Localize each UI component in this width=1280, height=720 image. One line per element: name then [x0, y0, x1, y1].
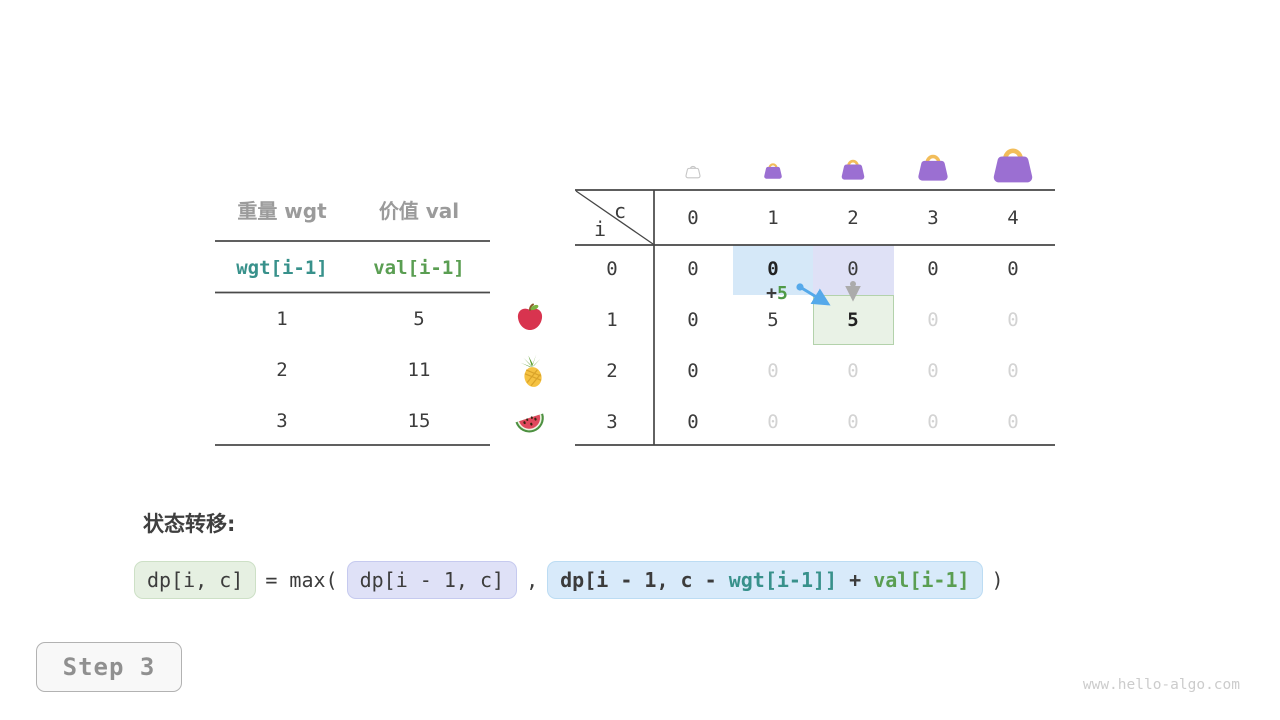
state-transition-label: 状态转移: [143, 512, 236, 536]
formula-eq-max: = max( [265, 568, 338, 592]
formula-arg2-val: val[i-1] [873, 568, 970, 592]
dp-cell: 0 [847, 411, 859, 433]
item-value: 15 [407, 410, 431, 432]
corner-col-var: c [613, 199, 627, 223]
corner-row-var: i [593, 217, 607, 241]
dp-cell: 0 [1007, 360, 1019, 382]
dp-cell: 0 [927, 360, 939, 382]
formula-close-paren: ) [991, 568, 1004, 592]
annotation-plus: + [766, 283, 777, 304]
bag-xlarge-icon [994, 151, 1032, 183]
dp-row-header: 2 [606, 360, 618, 382]
formula-arg2-dp: dp[i - 1, c - [560, 568, 729, 592]
item-value: 11 [407, 359, 431, 381]
item-weight: 3 [276, 410, 288, 432]
watermelon-icon [515, 413, 544, 433]
dp-cell: 0 [1007, 258, 1019, 280]
dp-cell: 0 [927, 258, 939, 280]
dp-cell-target: 5 [847, 309, 859, 331]
bag-medium-icon [840, 159, 866, 182]
bag-small-icon [763, 163, 783, 180]
dp-row-header: 0 [606, 258, 618, 280]
dp-cell: 0 [767, 411, 779, 433]
pineapple-icon [520, 354, 542, 387]
apple-icon [517, 303, 543, 330]
item-table-var-wgt: wgt[i-1] [236, 257, 328, 279]
dp-row-header: 3 [606, 411, 618, 433]
item-value: 5 [413, 308, 425, 330]
dp-cell: 0 [1007, 309, 1019, 331]
state-transition-formula: dp[i, c] = max( dp[i - 1, c] , dp[i - 1,… [134, 560, 1004, 600]
step-badge: Step 3 [36, 642, 182, 692]
dp-cell-source-left: 0 [767, 258, 779, 280]
dp-cell: 0 [687, 258, 699, 280]
dp-cell: 0 [847, 360, 859, 382]
item-table-var-val: val[i-1] [373, 257, 465, 279]
formula-arg1-box: dp[i - 1, c] [346, 561, 518, 599]
bag-empty-icon [685, 165, 701, 179]
formula-lhs-box: dp[i, c] [134, 561, 257, 599]
dp-cell: 5 [767, 309, 779, 331]
formula-arg2-plus: + [837, 568, 874, 592]
dp-row-header: 1 [606, 309, 618, 331]
dp-cell: 0 [927, 309, 939, 331]
dp-col-header: 4 [1007, 207, 1019, 229]
dp-col-header: 2 [847, 207, 859, 229]
annotation-value: 5 [777, 283, 788, 304]
dp-cell-source-above: 0 [847, 258, 859, 280]
item-table-header-value: 价值 val [378, 199, 460, 223]
bag-large-icon [916, 154, 950, 183]
item-weight: 1 [276, 308, 288, 330]
dp-col-header: 3 [927, 207, 939, 229]
watermark: www.hello-algo.com [1082, 677, 1240, 693]
formula-comma: , [526, 568, 539, 592]
transition-annotation: +5 [752, 284, 802, 304]
formula-arg2-wgt: wgt[i-1]] [728, 568, 838, 592]
item-weight: 2 [276, 359, 288, 381]
formula-arg2-box: dp[i - 1, c - wgt[i-1]] + val[i-1] [547, 561, 983, 599]
item-table-header-weight: 重量 wgt [237, 199, 327, 223]
dp-col-header: 1 [767, 207, 779, 229]
dp-cell: 0 [687, 411, 699, 433]
dp-cell: 0 [927, 411, 939, 433]
dp-cell: 0 [767, 360, 779, 382]
dp-cell: 0 [687, 309, 699, 331]
dp-col-header: 0 [687, 207, 699, 229]
dp-cell: 0 [687, 360, 699, 382]
dp-cell: 0 [1007, 411, 1019, 433]
